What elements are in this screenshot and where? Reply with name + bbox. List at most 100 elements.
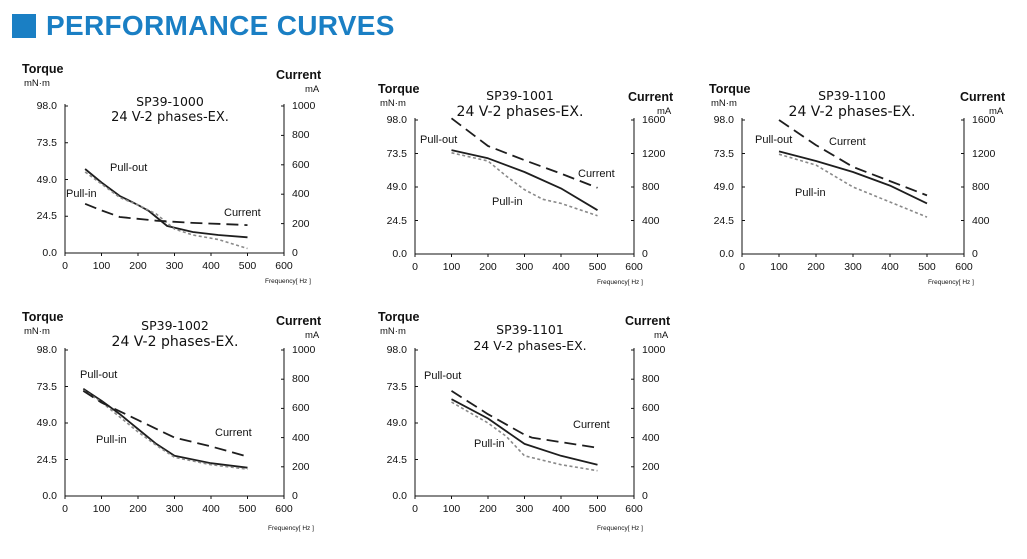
x-tick-label: 0 <box>62 260 68 272</box>
x-tick-label: 100 <box>92 503 111 515</box>
series-label-pull-out: Pull-out <box>420 134 458 146</box>
y-tick-label: 0.0 <box>42 247 57 259</box>
chart-subtitle: 24 V-2 phases-EX. <box>456 104 584 120</box>
y2-tick-label: 200 <box>292 217 310 230</box>
x-tick-label: 300 <box>165 503 184 515</box>
y2-tick-label: 400 <box>292 188 310 201</box>
y-tick-label: 73.5 <box>36 380 57 393</box>
x-tick-label: 600 <box>955 261 973 273</box>
x-tick-label: 400 <box>202 260 220 272</box>
y2-tick-label: 0 <box>292 247 298 259</box>
y2-tick-label: 400 <box>642 431 660 444</box>
series-line-current <box>82 390 248 458</box>
y2-tick-label: 0 <box>642 490 648 502</box>
x-tick-label: 0 <box>739 261 745 273</box>
y-tick-label: 73.5 <box>386 147 407 160</box>
x-tick-label: 300 <box>844 261 862 273</box>
y-tick-label: 98.0 <box>36 344 57 356</box>
y2-tick-label: 800 <box>642 181 660 193</box>
series-line-pull-in <box>82 389 248 470</box>
y-axis-unit: mN·m <box>380 326 406 337</box>
series-line-pull-out <box>451 149 598 211</box>
x-tick-label: 300 <box>515 503 534 515</box>
x-tick-label: 600 <box>625 261 643 273</box>
y2-axis-title: Current <box>625 314 671 328</box>
x-tick-label: 400 <box>552 261 570 273</box>
y-tick-label: 24.5 <box>386 453 407 466</box>
series-label-current: Current <box>578 168 615 180</box>
y2-axis-unit: mA <box>305 330 320 341</box>
x-tick-label: 500 <box>238 260 257 272</box>
y2-tick-label: 0 <box>292 490 298 502</box>
chart-title: SP39-1002 24 V-2 phases-EX. <box>75 318 275 351</box>
y-axis-title: Torque <box>709 82 751 96</box>
chart-model: SP39-1000 <box>136 94 204 109</box>
y-tick-label: 24.5 <box>36 453 57 466</box>
y-tick-label: 49.0 <box>386 181 407 193</box>
x-tick-label: 200 <box>807 261 825 273</box>
x-tick-label: 400 <box>552 503 570 515</box>
x-tick-label: 600 <box>625 503 643 515</box>
chart-model: SP39-1002 <box>141 318 209 333</box>
y2-tick-label: 400 <box>642 214 660 227</box>
series-label-pull-out: Pull-out <box>424 370 462 382</box>
y2-tick-label: 400 <box>972 214 990 227</box>
y2-tick-label: 200 <box>292 460 310 473</box>
y2-tick-label: 800 <box>292 129 310 142</box>
y2-axis-unit: mA <box>654 330 669 341</box>
chart-title: SP39-1000 24 V-2 phases-EX. <box>70 94 270 127</box>
y-tick-label: 73.5 <box>386 380 407 393</box>
y-tick-label: 0.0 <box>392 248 407 260</box>
series-label-pull-in: Pull-in <box>96 434 127 446</box>
series-line-pull-in <box>778 153 928 218</box>
y-axis-unit: mN·m <box>380 98 406 109</box>
series-label-current: Current <box>224 207 261 219</box>
series-label-current: Current <box>573 419 610 431</box>
series-label-pull-in: Pull-in <box>66 188 97 200</box>
x-tick-label: 500 <box>588 503 607 515</box>
y2-tick-label: 400 <box>292 431 310 444</box>
series-line-pull-out <box>451 398 598 466</box>
page-header: PERFORMANCE CURVES <box>12 8 395 44</box>
y-tick-label: 49.0 <box>36 417 57 429</box>
y2-tick-label: 200 <box>642 460 660 473</box>
y-axis-unit: mN·m <box>24 78 50 89</box>
y-tick-label: 98.0 <box>386 344 407 356</box>
x-tick-label: 100 <box>442 261 461 273</box>
series-line-current <box>450 117 598 189</box>
chart-model: SP39-1100 <box>818 88 886 103</box>
y2-tick-label: 600 <box>292 402 310 415</box>
series-line-pull-in <box>451 152 598 217</box>
x-axis-unit: Frequency[ Hz ] <box>928 279 974 286</box>
x-tick-label: 500 <box>918 261 936 273</box>
y-tick-label: 0.0 <box>719 248 734 260</box>
x-axis-unit: Frequency[ Hz ] <box>597 279 643 286</box>
y-axis-title: Torque <box>22 62 64 76</box>
chart-title: SP39-1100 24 V-2 phases-EX. <box>752 88 952 121</box>
x-tick-label: 200 <box>479 261 497 273</box>
y2-tick-label: 1000 <box>292 100 316 112</box>
series-line-pull-in <box>451 401 598 472</box>
x-tick-label: 100 <box>770 261 788 273</box>
y-axis-title: Torque <box>22 310 64 324</box>
x-tick-label: 300 <box>165 260 184 272</box>
x-axis-unit: Frequency[ Hz ] <box>268 525 314 532</box>
y2-tick-label: 1000 <box>292 344 316 356</box>
y-tick-label: 24.5 <box>713 214 734 227</box>
series-label-pull-out: Pull-out <box>110 162 148 174</box>
y2-axis-title: Current <box>276 314 322 328</box>
x-tick-label: 100 <box>442 503 461 515</box>
chart-title: SP39-1101 24 V-2 phases-EX. <box>430 322 630 355</box>
series-line-current <box>451 390 598 449</box>
y-tick-label: 49.0 <box>713 181 734 193</box>
y-tick-label: 49.0 <box>386 417 407 429</box>
x-tick-label: 500 <box>588 261 607 273</box>
y2-axis-title: Current <box>628 90 674 104</box>
x-tick-label: 500 <box>238 503 257 515</box>
x-tick-label: 400 <box>202 503 220 515</box>
x-tick-label: 400 <box>881 261 899 273</box>
